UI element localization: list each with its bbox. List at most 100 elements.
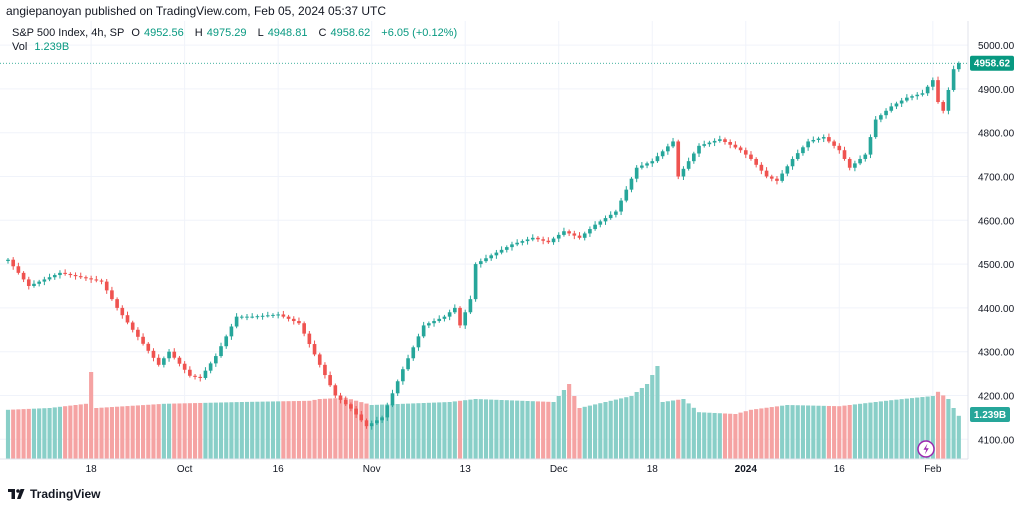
volume-bar: [790, 405, 795, 459]
volume-bar: [255, 401, 260, 459]
candle-body: [562, 231, 566, 235]
candle-body: [68, 273, 73, 276]
volume-bar: [696, 412, 702, 459]
volume-bar: [676, 399, 681, 459]
candle-body: [115, 299, 119, 308]
volume-bar: [530, 401, 535, 459]
candle-body: [167, 351, 171, 359]
volume-bar: [546, 401, 551, 459]
candle-body: [686, 161, 691, 169]
candle-body: [208, 363, 213, 371]
candle-body: [593, 224, 597, 230]
volume-bar: [302, 400, 307, 459]
candle-body: [681, 168, 686, 177]
candle-body: [884, 110, 888, 116]
volume-bar: [572, 396, 577, 459]
candle-body: [432, 321, 436, 324]
candle-body: [671, 141, 675, 147]
volume-bar: [208, 402, 213, 459]
candle-body: [811, 139, 816, 142]
candle-body: [349, 404, 353, 409]
volume-bar: [686, 403, 691, 459]
volume-bar: [722, 413, 728, 459]
time-tick-label: Nov: [363, 464, 381, 475]
candle-body: [551, 238, 556, 243]
volume-bar: [759, 408, 764, 459]
symbol-name[interactable]: S&P 500 Index, 4h, SP: [12, 27, 125, 39]
volume-bar: [146, 404, 151, 459]
volume-bar: [405, 403, 411, 459]
volume-bar: [156, 404, 161, 459]
candle-body: [193, 375, 197, 377]
volume-bar: [951, 408, 956, 459]
volume-bar: [239, 402, 244, 459]
candle-body: [427, 323, 431, 326]
volume-bar: [52, 407, 57, 459]
candle-body: [941, 102, 946, 111]
volume-bar: [691, 407, 696, 459]
candle-body: [260, 315, 265, 317]
time-tick-label: 18: [86, 464, 98, 475]
candle-body: [806, 141, 810, 148]
candle-body: [255, 316, 260, 318]
time-tick-label: 16: [273, 464, 285, 475]
volume-bar: [858, 403, 863, 459]
volume-bar: [26, 408, 31, 459]
volume-bar: [395, 404, 400, 459]
volume-bar: [452, 401, 457, 459]
candle-body: [297, 321, 301, 324]
candle-body: [489, 255, 494, 259]
lightning-icon[interactable]: [917, 440, 935, 458]
candle-body: [473, 264, 478, 300]
volume-bar: [192, 403, 198, 459]
candle-body: [655, 156, 660, 162]
volume-bar: [738, 412, 743, 459]
volume-bar: [795, 405, 800, 459]
candle-body: [801, 147, 805, 154]
volume-bar: [712, 412, 717, 459]
volume-bar: [250, 401, 255, 459]
candle-body: [172, 351, 177, 358]
volume-bar: [369, 405, 374, 459]
volume-bar: [31, 408, 37, 459]
volume-label: 1.239B: [974, 410, 1006, 421]
candlestick-chart[interactable]: 4100.00 4200.00 4300.00 4400.00 4500.00 4600.…: [0, 21, 1024, 483]
candle-body: [572, 233, 577, 236]
candle-body: [697, 145, 701, 154]
candle-body: [666, 146, 670, 152]
volume-bar: [577, 408, 582, 459]
candle-body: [723, 139, 727, 142]
candle-body: [624, 189, 629, 201]
candle-body: [47, 277, 52, 280]
candle-body: [821, 137, 826, 139]
volume-bar: [624, 397, 629, 459]
volume-bar: [348, 399, 353, 459]
volume-bar: [416, 403, 421, 459]
volume-bar: [380, 404, 385, 459]
candle-body: [11, 259, 16, 267]
volume-bar: [847, 405, 852, 459]
volume-bar: [437, 402, 442, 459]
volume-bar: [322, 398, 328, 459]
price-tick-label: 4200.00: [978, 391, 1015, 402]
price-tick-label: 4400.00: [978, 304, 1015, 315]
volume-bar: [120, 406, 125, 459]
candle-body: [556, 234, 561, 239]
candle-body: [692, 153, 696, 162]
volume-bar: [177, 403, 182, 459]
candle-body: [463, 312, 468, 326]
close-value: 4958.62: [330, 27, 371, 39]
volume-bar: [354, 400, 359, 459]
candle-body: [733, 144, 738, 148]
change-value: +6.05 (+0.12%): [381, 27, 458, 39]
volume-bar: [296, 400, 302, 459]
volume-label[interactable]: Vol: [12, 41, 28, 53]
open-value: 4952.56: [143, 27, 184, 39]
candle-body: [546, 240, 551, 243]
candle-body: [816, 138, 821, 140]
candle-body: [177, 357, 182, 364]
volume-bar: [11, 409, 16, 459]
candle-body: [863, 154, 868, 159]
candle-body: [707, 142, 712, 145]
tradingview-logo[interactable]: TradingView: [8, 487, 100, 501]
